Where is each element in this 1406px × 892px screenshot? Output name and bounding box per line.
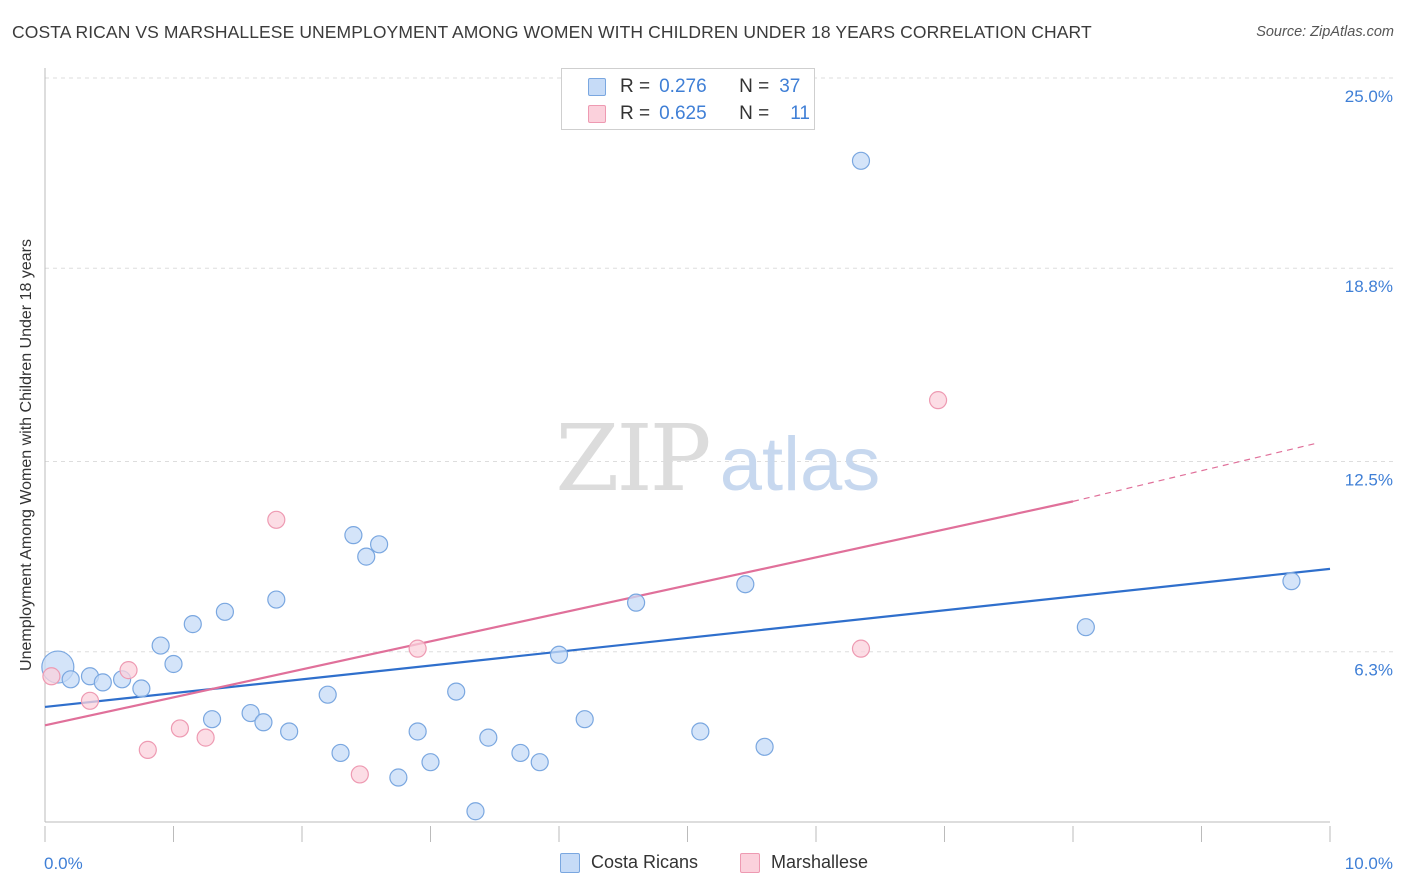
legend-r-value: 0.276 xyxy=(659,76,707,97)
point-marshallese xyxy=(138,740,157,759)
point-marshallese xyxy=(851,639,871,658)
trend-extension-marshallese xyxy=(1072,442,1318,502)
point-costa-ricans xyxy=(691,722,710,741)
legend-r-label: R = xyxy=(620,76,651,97)
point-marshallese xyxy=(408,639,427,658)
point-marshallese xyxy=(170,719,190,738)
point-costa-ricans xyxy=(479,728,498,747)
point-costa-ricans xyxy=(331,743,350,763)
points-layer xyxy=(41,151,1301,821)
y-tick-label: 12.5% xyxy=(1345,471,1393,490)
legend-n-label: N = xyxy=(739,76,770,97)
point-costa-ricans xyxy=(151,636,170,655)
point-costa-ricans xyxy=(61,670,80,689)
chart-title: COSTA RICAN VS MARSHALLESE UNEMPLOYMENT … xyxy=(12,22,1092,42)
x-tick-label: 10.0% xyxy=(1345,854,1393,873)
source-label: Source: ZipAtlas.com xyxy=(1256,24,1394,40)
point-costa-ricans xyxy=(215,602,234,621)
point-costa-ricans xyxy=(202,710,222,729)
tick-label-layer: 6.3% 12.5% 18.8% 25.0% 0.0% 10.0% xyxy=(44,87,1393,873)
point-costa-ricans xyxy=(318,685,337,704)
point-costa-ricans xyxy=(736,575,755,594)
y-tick-label: 18.8% xyxy=(1345,277,1393,296)
legend-label-marshallese: Marshallese xyxy=(771,852,869,872)
point-costa-ricans xyxy=(241,703,260,723)
y-tick-label: 6.3% xyxy=(1354,661,1393,680)
point-costa-ricans xyxy=(575,710,594,729)
point-costa-ricans xyxy=(164,654,183,674)
legend-n-value: 11 xyxy=(790,103,810,124)
point-costa-ricans xyxy=(344,526,363,545)
point-costa-ricans xyxy=(93,673,112,692)
point-marshallese xyxy=(119,661,138,680)
legend-r-value: 0.625 xyxy=(659,103,707,124)
watermark-zip: ZIP xyxy=(555,405,708,512)
trend-line-marshallese xyxy=(44,500,1074,727)
point-costa-ricans xyxy=(851,151,871,170)
y-axis-label: Unemployment Among Women with Children U… xyxy=(18,239,35,671)
point-costa-ricans xyxy=(1076,618,1095,637)
legend-swatch-costa-ricans xyxy=(588,78,606,96)
point-costa-ricans xyxy=(267,590,286,609)
legend-item-marshallese: Marshallese xyxy=(740,852,868,873)
legend-swatch-costa-ricans xyxy=(560,852,580,873)
point-costa-ricans xyxy=(626,593,646,612)
point-marshallese xyxy=(928,391,948,410)
watermark: ZIP atlas xyxy=(555,405,880,512)
axis-layer xyxy=(44,68,1331,842)
point-costa-ricans xyxy=(421,753,440,772)
series-legend: Costa Ricans Marshallese xyxy=(0,852,1406,876)
point-costa-ricans xyxy=(530,753,549,772)
point-costa-ricans xyxy=(389,768,408,787)
point-costa-ricans xyxy=(183,615,202,634)
point-costa-ricans xyxy=(1282,572,1301,591)
point-costa-ricans xyxy=(254,713,273,732)
grid-layer xyxy=(45,77,1395,653)
point-marshallese xyxy=(42,667,61,686)
legend-row-marshallese: R = 0.625 N = 11 xyxy=(588,101,810,127)
y-tick-label: 25.0% xyxy=(1345,87,1393,106)
point-costa-ricans xyxy=(408,722,427,741)
point-costa-ricans xyxy=(357,547,376,566)
legend-r-label: R = xyxy=(620,103,651,124)
legend-label-costa-ricans: Costa Ricans xyxy=(591,852,699,872)
correlation-legend: R = 0.276 N = 37 R = 0.625 N = 11 xyxy=(561,68,815,130)
trend-line-costa-ricans xyxy=(44,567,1331,709)
point-costa-ricans xyxy=(447,682,466,701)
point-costa-ricans xyxy=(466,802,485,821)
legend-swatch-marshallese xyxy=(740,852,760,873)
watermark-atlas: atlas xyxy=(720,422,881,507)
legend-n-label: N = xyxy=(739,103,770,124)
point-costa-ricans xyxy=(280,722,299,741)
point-costa-ricans xyxy=(511,743,530,763)
x-tick-label: 0.0% xyxy=(44,854,83,873)
point-marshallese xyxy=(350,765,369,784)
point-costa-ricans xyxy=(132,679,151,698)
point-marshallese xyxy=(80,691,100,710)
point-costa-ricans xyxy=(370,535,389,554)
point-costa-ricans xyxy=(549,645,569,664)
point-costa-ricans xyxy=(755,737,774,756)
legend-swatch-marshallese xyxy=(588,105,606,123)
legend-row-costa-ricans: R = 0.276 N = 37 xyxy=(588,74,800,100)
legend-n-value: 37 xyxy=(779,76,801,97)
legend-item-costa-ricans: Costa Ricans xyxy=(560,852,698,873)
point-marshallese xyxy=(196,728,215,747)
trend-layer xyxy=(44,442,1331,727)
point-marshallese xyxy=(267,510,286,529)
